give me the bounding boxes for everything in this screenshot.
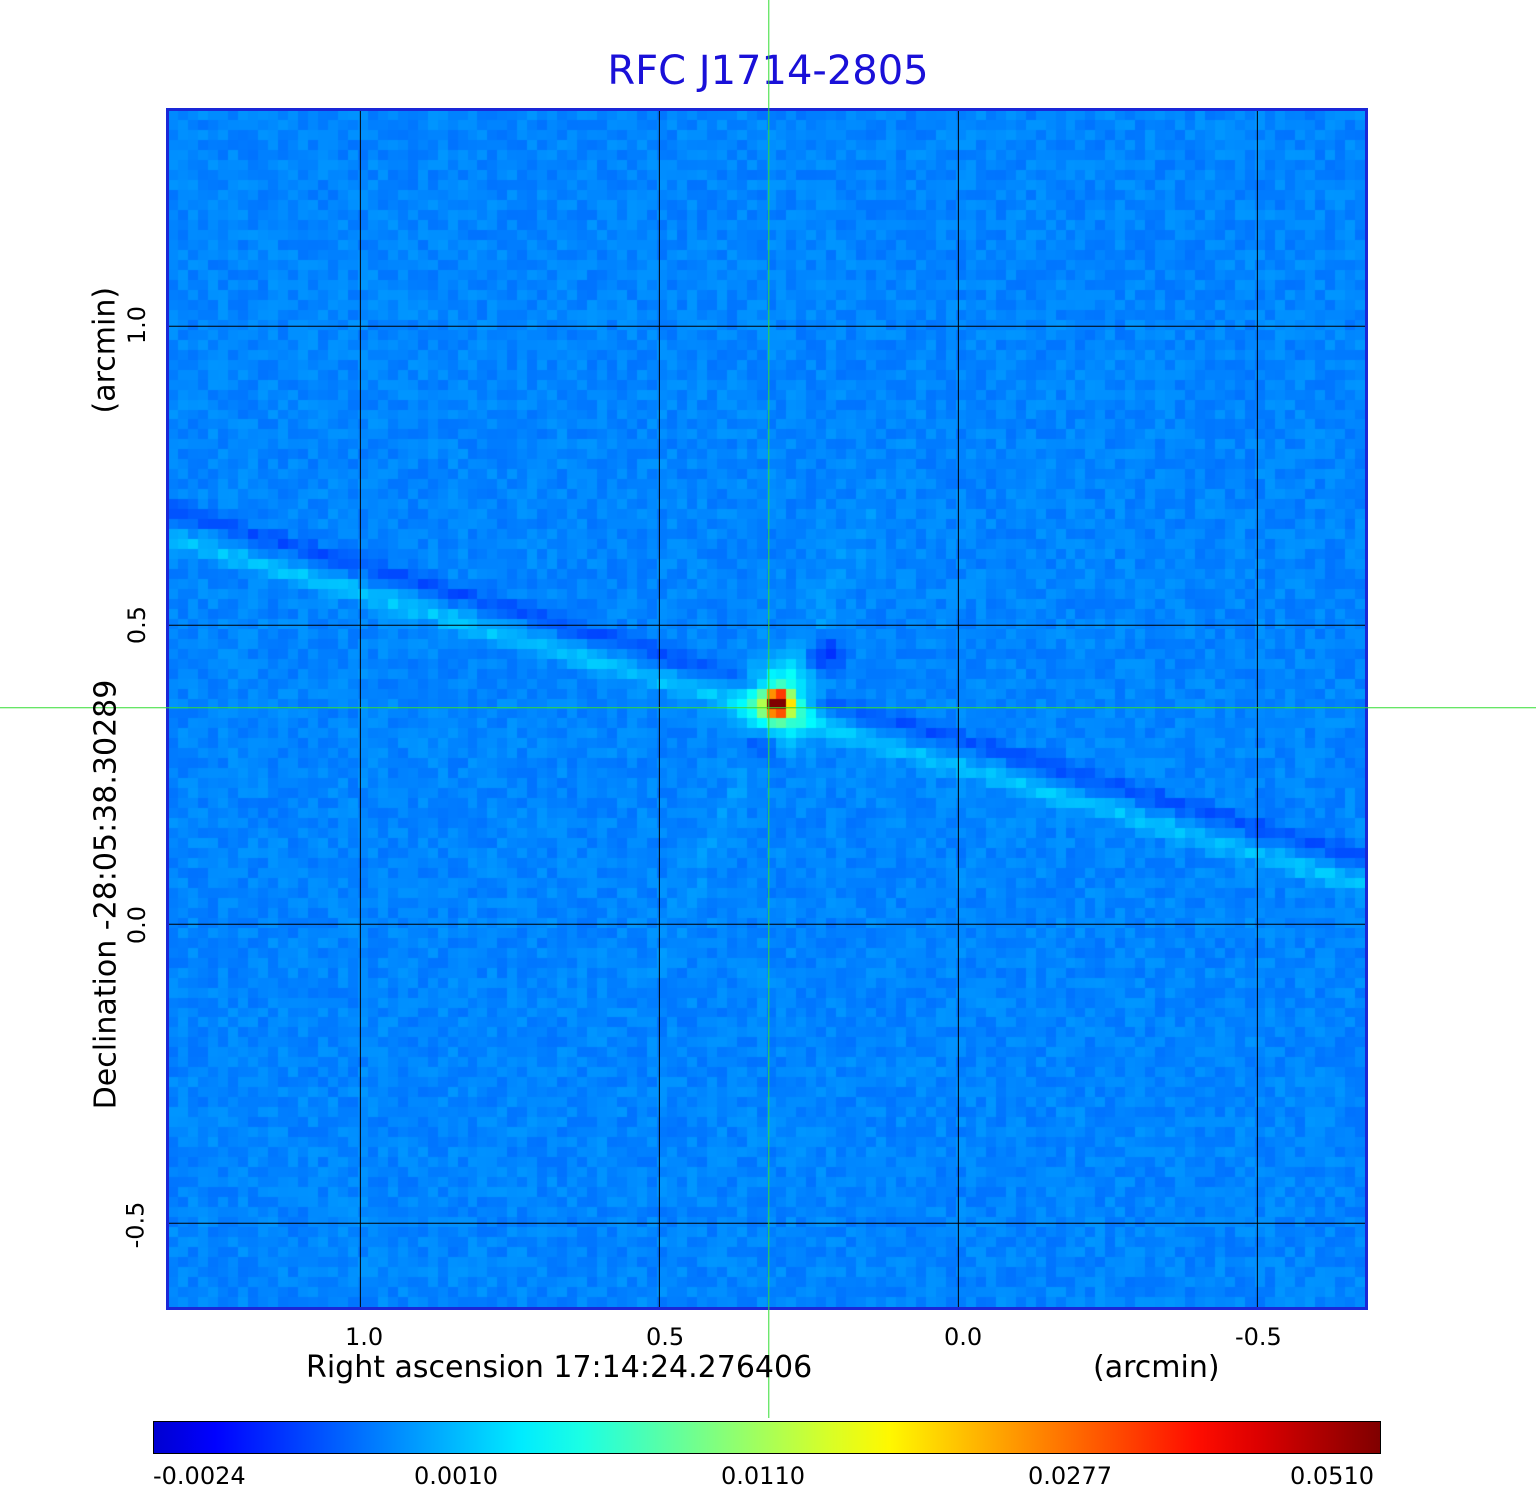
x-tick-label: 0.0 <box>944 1323 983 1351</box>
y-axis-label: Declination -28:05:38.30289 <box>88 679 124 1110</box>
colorbar-tick-label: -0.0024 <box>153 1462 246 1490</box>
x-tick-label: 1.0 <box>345 1323 384 1351</box>
y-tick-label: -0.5 <box>121 1201 150 1249</box>
y-axis-unit: (arcmin) <box>87 286 123 414</box>
x-tick-label: 0.5 <box>646 1323 685 1351</box>
x-tick-label: -0.5 <box>1235 1323 1282 1351</box>
intensity-map <box>169 111 1365 1307</box>
colorbar <box>153 1421 1381 1454</box>
image-map-frame <box>166 108 1368 1310</box>
x-axis-unit: (arcmin) <box>1093 1350 1220 1385</box>
colorbar-tick-label: 0.0510 <box>1290 1462 1374 1490</box>
chart-title: RFC J1714-2805 <box>607 48 929 94</box>
y-tick-label: 0.0 <box>123 905 152 945</box>
colorbar-tick-label: 0.0277 <box>1028 1462 1112 1490</box>
x-axis-label: Right ascension 17:14:24.276406 <box>306 1350 813 1385</box>
y-tick-label: 1.0 <box>123 305 152 345</box>
colorbar-tick-label: 0.0010 <box>414 1462 498 1490</box>
y-tick-label: 0.5 <box>123 605 152 645</box>
colorbar-tick-label: 0.0110 <box>721 1462 805 1490</box>
